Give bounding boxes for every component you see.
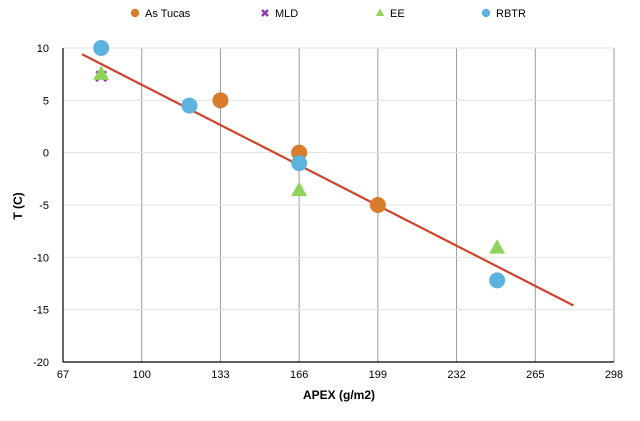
- point-ee: [291, 181, 308, 197]
- x-tick-label: 298: [605, 369, 623, 381]
- legend-item-mld: MLD: [261, 8, 298, 20]
- legend-item-rbtr: RBTR: [481, 8, 526, 20]
- x-tick-label: 100: [133, 369, 151, 381]
- data-points: [93, 40, 506, 289]
- axes: [62, 48, 614, 363]
- legend-label-as-tucas: As Tucas: [145, 8, 191, 20]
- point-as-tucas: [369, 197, 386, 213]
- x-axis-title: APEX (g/m2): [303, 388, 375, 402]
- legend-marker-mld: [261, 9, 269, 17]
- point-as-tucas: [212, 92, 229, 109]
- grid-lines: [63, 47, 615, 362]
- y-axis-title: T (C): [11, 192, 25, 219]
- legend-marker-rbtr: [481, 8, 491, 18]
- legend-label-rbtr: RBTR: [496, 8, 526, 20]
- point-ee: [93, 65, 110, 80]
- point-rbtr: [489, 272, 506, 289]
- x-marker-stroke: [261, 9, 269, 17]
- x-tick-label: 67: [57, 369, 69, 381]
- point-ee: [489, 239, 506, 254]
- y-tick-label: -10: [33, 252, 49, 264]
- tick-labels: 67 100 133 166 199 232 265 298 10 5 0 -5 -10 -15 -20: [33, 43, 623, 381]
- point-rbtr: [181, 97, 198, 114]
- trendline-group: [81, 53, 574, 307]
- legend-item-ee: EE: [375, 8, 405, 20]
- y-tick-label: 0: [43, 148, 49, 160]
- legend-item-as-tucas: As Tucas: [130, 8, 191, 20]
- y-tick-label: -5: [39, 200, 49, 212]
- legend-label-ee: EE: [390, 8, 405, 20]
- legend-marker-as-tucas: [130, 8, 140, 18]
- point-rbtr: [93, 40, 110, 56]
- y-tick-label: 10: [37, 43, 49, 55]
- x-tick-label: 265: [526, 369, 544, 381]
- x-tick-label: 166: [290, 369, 308, 381]
- legend: As Tucas MLD EE RBTR: [130, 8, 526, 20]
- x-tick-label: 199: [369, 369, 387, 381]
- y-tick-label: -15: [33, 305, 49, 317]
- point-rbtr: [291, 155, 308, 172]
- trendline: [81, 53, 574, 307]
- legend-label-mld: MLD: [275, 8, 298, 20]
- y-tick-label: 5: [43, 95, 49, 107]
- x-tick-label: 133: [211, 369, 229, 381]
- legend-marker-ee: [375, 8, 385, 17]
- x-tick-label: 232: [447, 369, 465, 381]
- y-tick-label: -20: [33, 357, 49, 369]
